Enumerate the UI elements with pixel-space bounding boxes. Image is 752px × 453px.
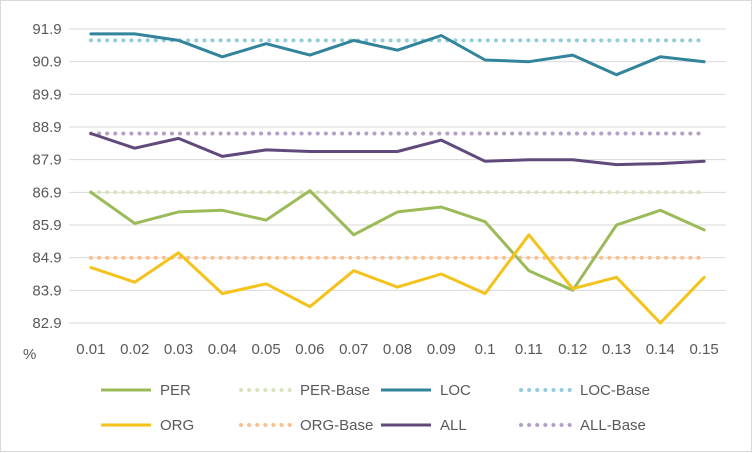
legend-label-all-base: ALL-Base [580,417,646,434]
y-tick-label: 88.9 [32,119,61,136]
y-tick-label: 91.9 [32,21,61,38]
legend-label-loc-base: LOC-Base [580,382,650,399]
y-tick-label: 84.9 [32,250,61,267]
x-tick-label: 0.05 [251,341,280,358]
legend-label-loc: LOC [440,382,471,399]
grid-lines [69,28,726,324]
x-tick-label: 0.09 [427,341,456,358]
x-tick-label: 0.01 [76,341,105,358]
x-tick-label: 0.08 [383,341,412,358]
y-tick-label: 90.9 [32,54,61,71]
x-tick-label: 0.11 [515,341,543,358]
x-tick-label: 0.13 [602,341,631,358]
series-line-per [89,189,706,292]
legend-label-all: ALL [440,417,467,434]
y-tick-label: 83.9 [32,282,61,299]
x-tick-label: 0.1 [475,341,496,358]
x-tick-label: 0.03 [164,341,193,358]
legend-label-org: ORG [160,417,194,434]
y-tick-label: 86.9 [32,184,61,201]
y-axis-unit-label: % [23,346,36,363]
series-lines [88,32,707,325]
x-tick-label: 0.07 [339,341,368,358]
legend-label-org-base: ORG-Base [300,417,373,434]
y-axis-ticks: 82.9 83.9 84.9 85.9 86.9 87.9 88.9 89.9 90.9 91.9 [32,21,61,332]
y-tick-label: 85.9 [32,217,61,234]
x-tick-label: 0.12 [558,341,587,358]
legend: PER PER-Base LOC LOC-Base ORG ORG-Base ALL ALL-… [101,382,650,434]
series-line-all [89,132,706,167]
y-tick-label: 89.9 [32,86,61,103]
y-tick-label: 82.9 [32,315,61,332]
x-tick-label: 0.14 [646,341,675,358]
x-tick-label: 0.02 [120,341,149,358]
x-tick-label: 0.04 [208,341,237,358]
x-tick-label: 0.06 [295,341,324,358]
x-axis-ticks: 0.01 0.02 0.03 0.04 0.05 0.06 0.07 0.08 0.09 0.1 0… [76,341,718,358]
legend-label-per: PER [160,382,191,399]
series-line-loc [89,32,706,77]
y-tick-label: 87.9 [32,152,61,169]
series-line-org [89,233,706,325]
x-tick-label: 0.15 [689,341,718,358]
legend-label-per-base: PER-Base [300,382,370,399]
